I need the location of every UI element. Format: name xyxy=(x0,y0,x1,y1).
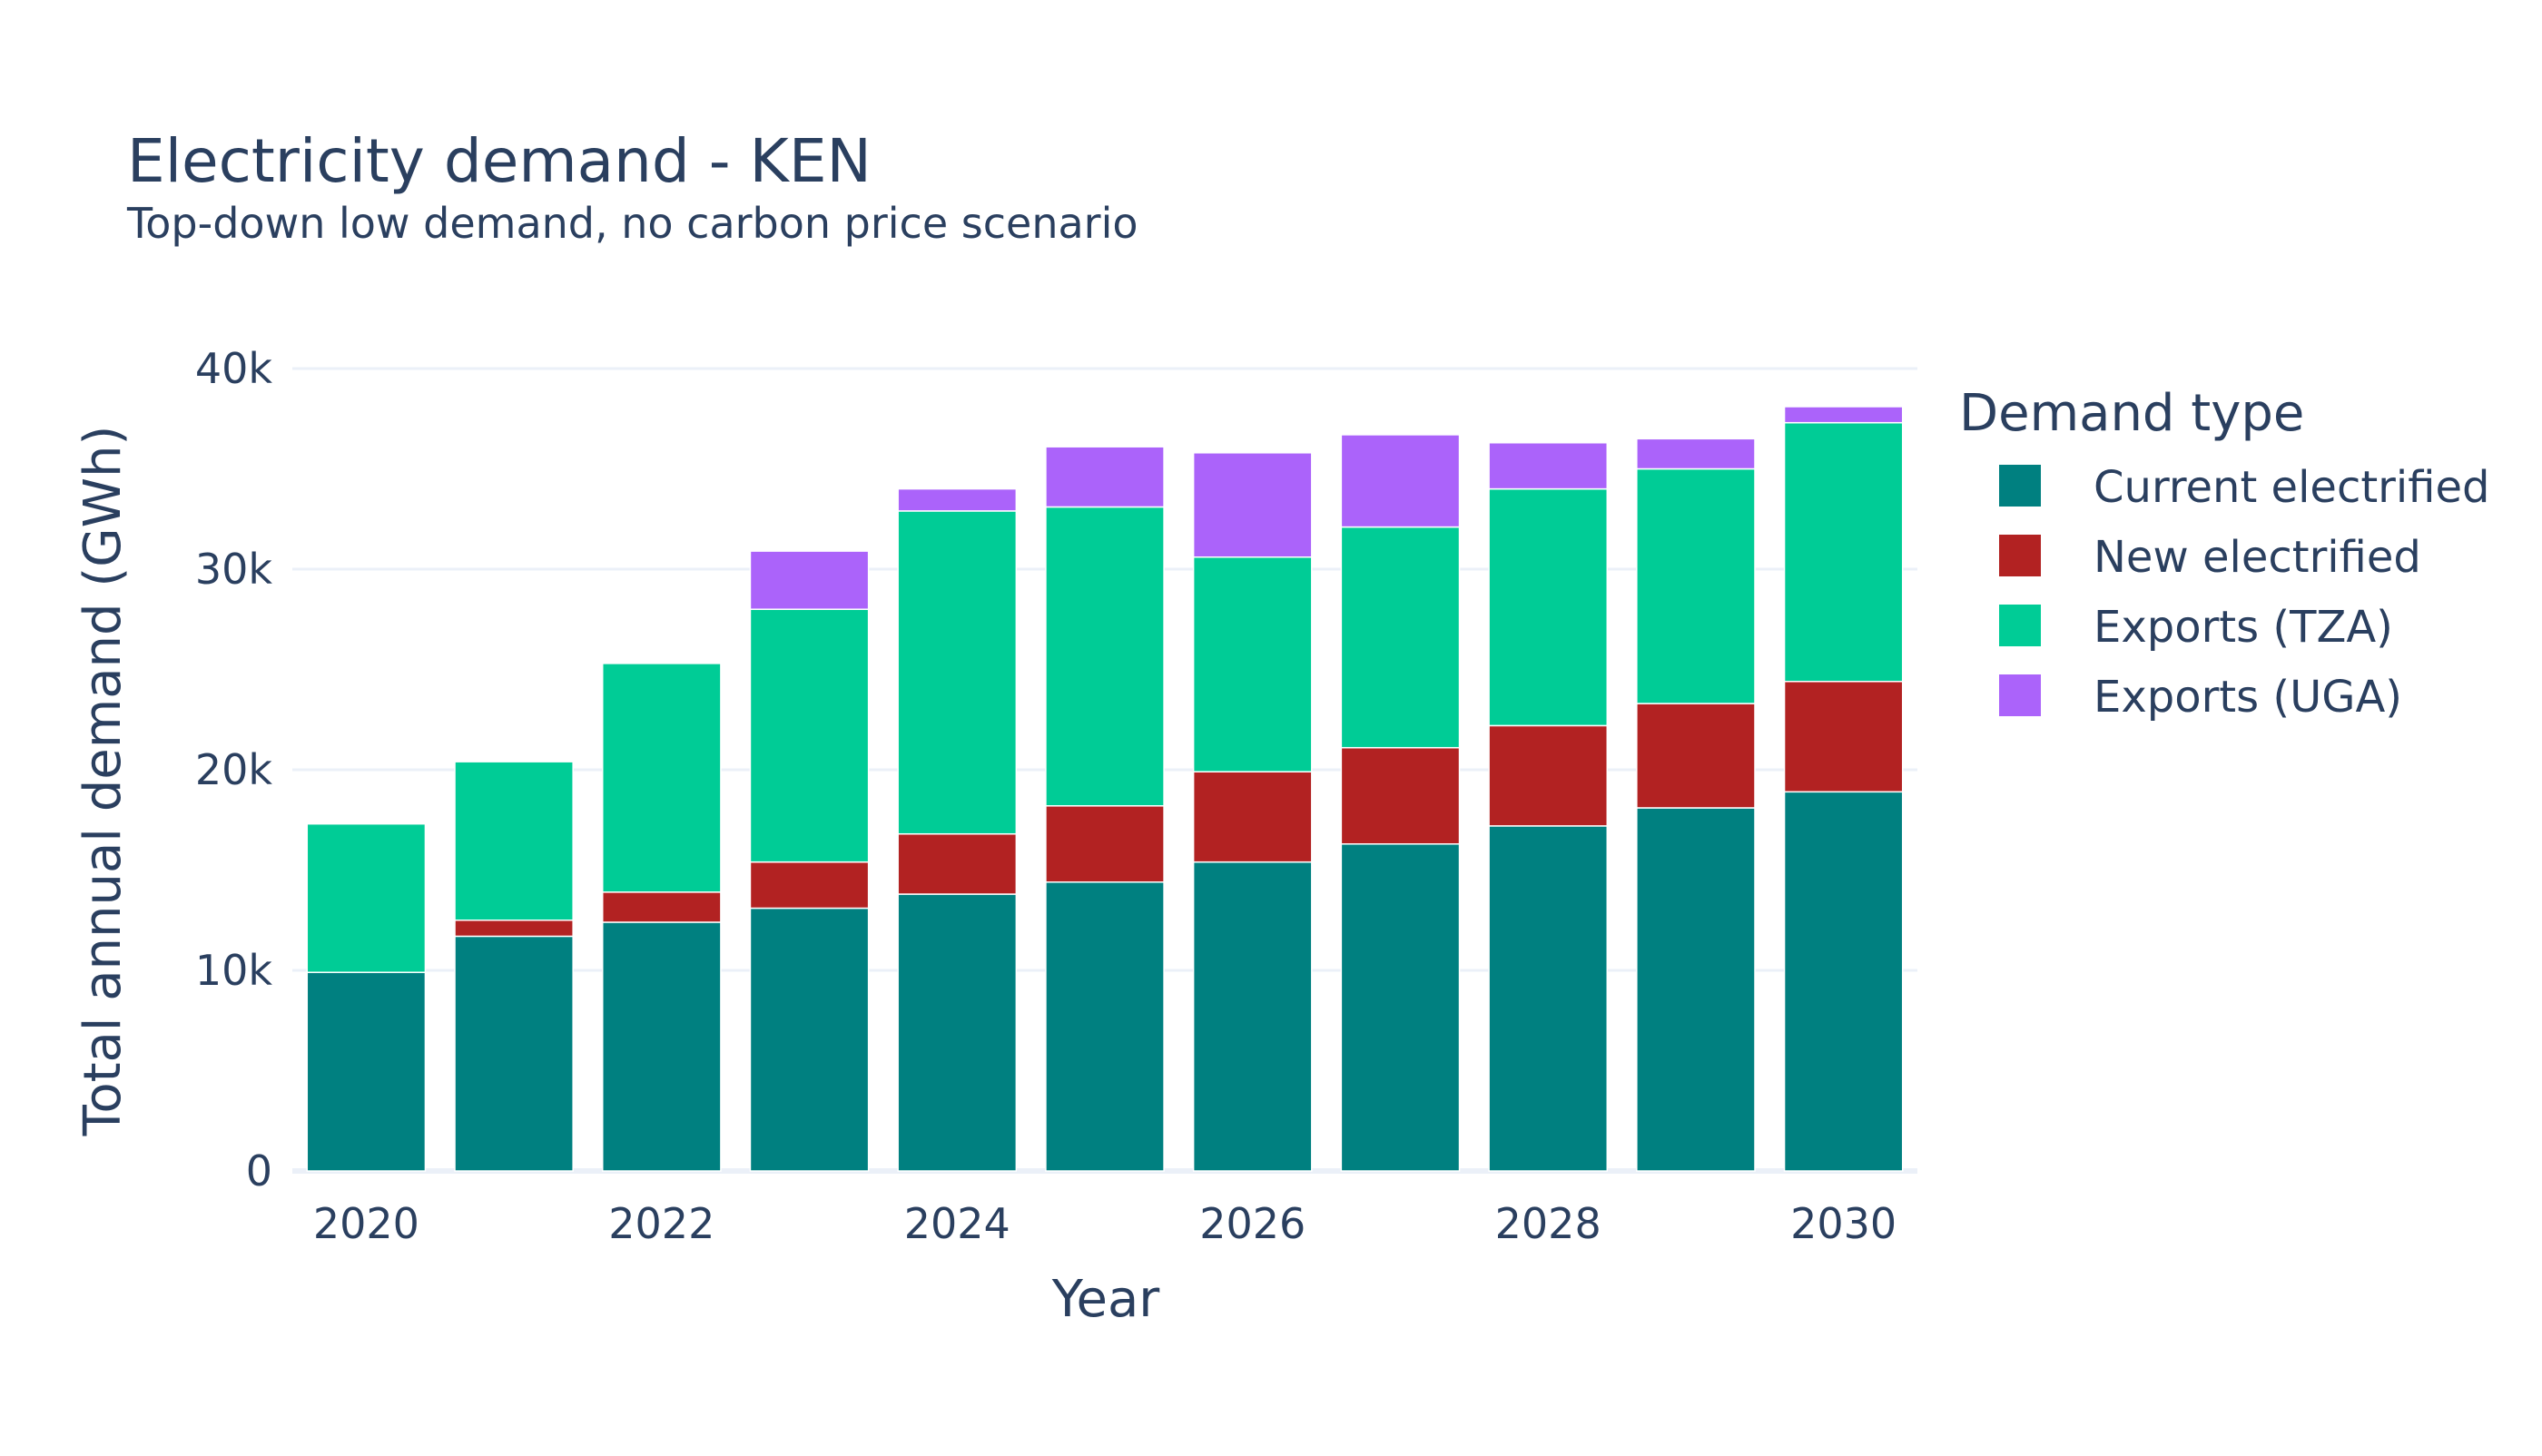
bar-2030-series-3 xyxy=(1783,406,1904,424)
bars xyxy=(306,406,1904,1172)
bar-2025-series-1 xyxy=(1045,805,1165,883)
x-tick-label-2024: 2024 xyxy=(904,1199,1010,1248)
legend-swatch-3 xyxy=(1999,674,2041,716)
bar-2024-series-3 xyxy=(897,487,1018,512)
legend-title: Demand type xyxy=(1959,384,2304,443)
x-axis-title: Year xyxy=(1051,1270,1161,1329)
bar-2027-series-1 xyxy=(1340,746,1461,845)
bar-2026-series-0 xyxy=(1192,861,1313,1172)
bar-2025-series-0 xyxy=(1045,881,1165,1172)
legend-label-1: New electrified xyxy=(2094,532,2421,583)
y-tick-label-0: 0 xyxy=(246,1146,272,1195)
bar-2027-series-0 xyxy=(1340,843,1461,1172)
y-axis-title: Total annual demand (GWh) xyxy=(74,426,133,1137)
bar-2023-series-3 xyxy=(749,550,870,610)
bar-2020-series-2 xyxy=(306,822,427,973)
bar-2024-series-2 xyxy=(897,510,1018,835)
bar-2025-series-2 xyxy=(1045,506,1165,807)
x-tick-label-2022: 2022 xyxy=(608,1199,714,1248)
bar-2030-series-2 xyxy=(1783,421,1904,683)
legend-label-3: Exports (UGA) xyxy=(2094,672,2402,723)
bar-2030-series-1 xyxy=(1783,681,1904,793)
bar-2024-series-1 xyxy=(897,832,1018,895)
bar-2028-series-3 xyxy=(1488,442,1609,490)
bar-2026-series-3 xyxy=(1192,452,1313,558)
x-tick-label-2030: 2030 xyxy=(1790,1199,1897,1248)
bar-2023-series-0 xyxy=(749,907,870,1172)
bar-2027-series-3 xyxy=(1340,434,1461,528)
bar-2029-series-1 xyxy=(1636,703,1756,809)
y-tick-label-40000: 40k xyxy=(195,344,273,393)
bar-2028-series-1 xyxy=(1488,724,1609,827)
bar-2026-series-2 xyxy=(1192,556,1313,772)
chart-subtitle: Top-down low demand, no carbon price sce… xyxy=(126,199,1138,248)
bar-2029-series-2 xyxy=(1636,467,1756,704)
bar-2028-series-2 xyxy=(1488,487,1609,727)
bar-2024-series-0 xyxy=(897,893,1018,1172)
bar-2027-series-2 xyxy=(1340,526,1461,749)
bar-2022-series-1 xyxy=(601,891,722,923)
bar-2029-series-3 xyxy=(1636,438,1756,470)
bar-2025-series-3 xyxy=(1045,446,1165,508)
y-tick-label-30000: 30k xyxy=(195,545,273,594)
y-tick-label-10000: 10k xyxy=(195,946,273,995)
legend-swatch-2 xyxy=(1999,605,2041,646)
bar-2021-series-2 xyxy=(454,761,574,921)
bar-2020-series-0 xyxy=(306,971,427,1172)
legend-label-2: Exports (TZA) xyxy=(2094,602,2393,653)
legend: Demand type Current electrified New elect… xyxy=(1959,384,2489,723)
x-axis-ticks: 2020 2022 2024 2026 2028 2030 xyxy=(313,1199,1897,1248)
bar-2026-series-1 xyxy=(1192,771,1313,863)
y-axis-ticks: 0 10k 20k 30k 40k xyxy=(195,344,273,1195)
bar-2023-series-1 xyxy=(749,861,870,910)
bar-2029-series-0 xyxy=(1636,807,1756,1172)
bar-2023-series-2 xyxy=(749,608,870,863)
x-tick-label-2026: 2026 xyxy=(1199,1199,1305,1248)
bar-2021-series-0 xyxy=(454,935,574,1172)
legend-label-0: Current electrified xyxy=(2094,462,2489,513)
bar-2022-series-2 xyxy=(601,663,722,893)
legend-swatch-0 xyxy=(1999,465,2041,507)
bar-2022-series-0 xyxy=(601,921,722,1172)
x-tick-label-2020: 2020 xyxy=(313,1199,419,1248)
chart-title: Electricity demand - KEN xyxy=(127,126,872,196)
legend-swatch-1 xyxy=(1999,535,2041,576)
bar-2021-series-1 xyxy=(454,920,574,938)
y-tick-label-20000: 20k xyxy=(195,745,273,794)
bar-2030-series-0 xyxy=(1783,791,1904,1172)
x-tick-label-2028: 2028 xyxy=(1495,1199,1601,1248)
bar-2028-series-0 xyxy=(1488,825,1609,1172)
